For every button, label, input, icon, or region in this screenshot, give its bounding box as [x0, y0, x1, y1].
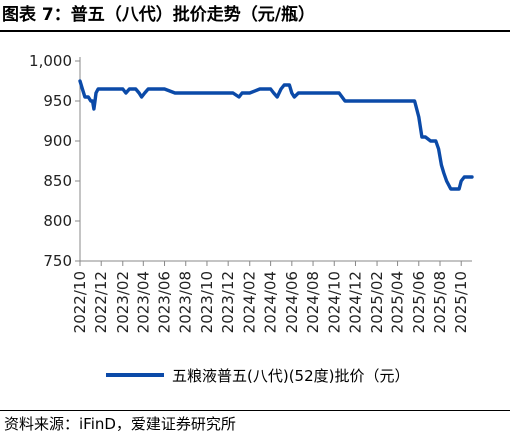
x-tick-label: 2024/02 [241, 271, 259, 333]
x-tick-label: 2023/08 [177, 271, 195, 333]
y-tick-label: 1,000 [29, 52, 72, 70]
x-tick-label: 2025/04 [389, 271, 407, 333]
y-tick-label: 750 [43, 252, 72, 270]
x-tick-label: 2024/08 [304, 271, 322, 333]
x-tick-label: 2023/06 [156, 271, 174, 333]
x-tick-label: 2025/02 [368, 271, 386, 333]
y-tick-label: 900 [43, 132, 72, 150]
y-tick-label: 950 [43, 92, 72, 110]
y-axis: 750 800 850 900 950 1,000 [29, 52, 81, 270]
x-tick-label: 2022/10 [71, 271, 89, 333]
y-tick-label: 850 [43, 172, 72, 190]
x-tick-label: 2025/08 [431, 271, 449, 333]
x-tick-label: 2025/06 [410, 271, 428, 333]
x-tick-label: 2024/10 [325, 271, 343, 333]
footer-divider [0, 410, 510, 411]
legend: 五粮液普五(八代)(52度)批价（元） [106, 367, 410, 385]
x-tick-label: 2023/10 [198, 271, 216, 333]
x-tick-label: 2023/04 [134, 271, 152, 333]
x-tick-label: 2024/04 [262, 271, 280, 333]
y-tick-label: 800 [43, 212, 72, 230]
plot-area [78, 79, 474, 191]
title-divider [0, 30, 510, 32]
x-tick-label: 2023/02 [114, 271, 132, 333]
x-tick-label: 2022/12 [92, 271, 110, 333]
legend-label: 五粮液普五(八代)(52度)批价（元） [172, 367, 410, 385]
source-note: 资料来源：iFinD，爱建证券研究所 [4, 415, 236, 433]
x-tick-label: 2024/12 [346, 271, 364, 333]
figure-title: 图表 7：普五（八代）批价走势（元/瓶） [2, 5, 315, 25]
x-tick-label: 2025/10 [452, 271, 470, 333]
series-line-pu-wu-batch-price [78, 79, 474, 191]
x-tick-label: 2023/12 [219, 271, 237, 333]
x-axis: 2022/10 2022/12 2023/02 2023/04 2023/06 2023/… [71, 260, 472, 333]
x-tick-label: 2024/06 [283, 271, 301, 333]
